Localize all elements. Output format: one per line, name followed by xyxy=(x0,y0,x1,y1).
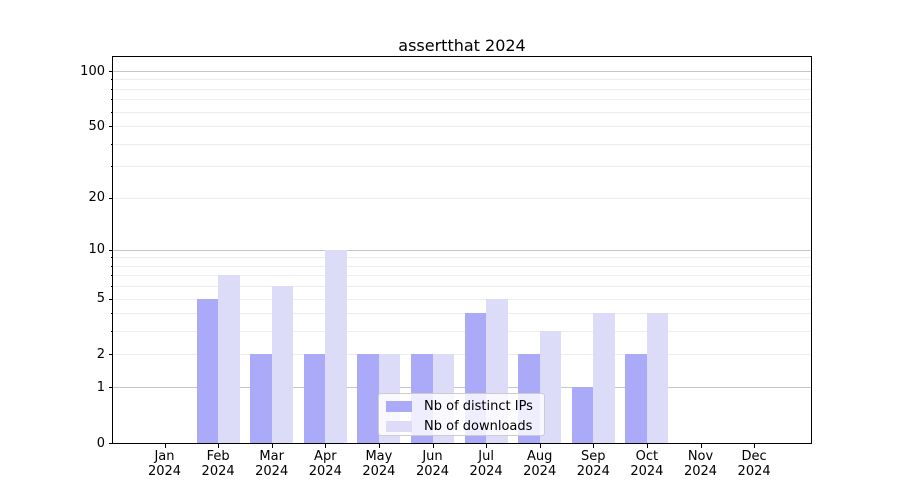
y-tick-label-2: 2 xyxy=(96,346,105,362)
x-tick-dec-2024 xyxy=(754,444,756,448)
y-tick-20 xyxy=(109,197,113,199)
x-tick-sep-2024 xyxy=(593,444,595,448)
gridline-major-1 xyxy=(113,387,811,389)
legend-label-downloads: Nb of downloads xyxy=(424,418,533,434)
gridline-minor-4 xyxy=(113,313,811,315)
gridline-minor-8 xyxy=(113,265,811,267)
gridline-minor-80 xyxy=(113,88,811,90)
bar-nb-of-downloads-sep-2024 xyxy=(593,313,615,443)
gridline-minor-2 xyxy=(113,354,811,356)
y-tick-100 xyxy=(109,71,113,72)
y-minortick-60 xyxy=(111,111,113,113)
y-tick-50 xyxy=(109,126,113,128)
x-tick-jun-2024 xyxy=(432,444,434,448)
bar-nb-of-distinct-ips-oct-2024 xyxy=(625,354,647,443)
x-tick-feb-2024 xyxy=(218,444,220,448)
y-tick-label-10: 10 xyxy=(88,242,105,258)
gridline-minor-70 xyxy=(113,99,811,101)
bar-nb-of-distinct-ips-feb-2024 xyxy=(196,298,219,443)
legend-swatch-downloads xyxy=(386,420,412,432)
y-tick-1 xyxy=(109,387,113,389)
gridline-minor-30 xyxy=(113,166,811,168)
y-minortick-4 xyxy=(111,313,113,315)
legend-entry-downloads: Nb of downloads xyxy=(386,418,532,434)
x-tick-jul-2024 xyxy=(486,444,488,448)
chart-title: assertthat 2024 xyxy=(398,36,526,55)
x-tick-label-jul-2024: Jul 2024 xyxy=(469,449,503,479)
y-tick-5 xyxy=(109,298,113,300)
gridline-minor-5 xyxy=(113,298,811,300)
y-minortick-8 xyxy=(111,265,113,267)
gridline-minor-40 xyxy=(113,143,811,145)
x-tick-label-may-2024: May 2024 xyxy=(362,449,396,479)
gridline-minor-7 xyxy=(113,275,811,277)
x-tick-label-aug-2024: Aug 2024 xyxy=(523,449,557,479)
y-tick-label-1: 1 xyxy=(96,379,105,395)
bar-nb-of-distinct-ips-may-2024 xyxy=(357,354,379,443)
y-tick-0 xyxy=(109,443,113,444)
gridline-minor-20 xyxy=(113,197,811,199)
x-tick-label-oct-2024: Oct 2024 xyxy=(630,449,664,479)
y-tick-label-0: 0 xyxy=(96,435,105,451)
bar-nb-of-downloads-aug-2024 xyxy=(539,331,562,443)
gridline-major-10 xyxy=(113,249,811,251)
gridline-major-100 xyxy=(113,71,811,72)
legend: Nb of distinct IPs Nb of downloads xyxy=(378,393,545,436)
y-minortick-70 xyxy=(111,99,113,101)
gridline-minor-90 xyxy=(113,79,811,81)
x-tick-label-dec-2024: Dec 2024 xyxy=(737,449,771,479)
x-tick-aug-2024 xyxy=(539,444,541,448)
y-tick-label-20: 20 xyxy=(88,190,105,206)
bar-nb-of-downloads-mar-2024 xyxy=(271,286,294,443)
gridline-minor-60 xyxy=(113,111,811,113)
gridline-minor-3 xyxy=(113,331,811,333)
bar-nb-of-distinct-ips-mar-2024 xyxy=(250,354,272,443)
x-tick-label-mar-2024: Mar 2024 xyxy=(255,449,289,479)
x-tick-label-jan-2024: Jan 2024 xyxy=(147,449,182,479)
y-tick-2 xyxy=(109,354,113,356)
y-minortick-3 xyxy=(111,331,113,333)
bar-nb-of-distinct-ips-apr-2024 xyxy=(303,354,326,443)
y-minortick-30 xyxy=(111,166,113,168)
y-tick-10 xyxy=(109,249,113,251)
y-minortick-6 xyxy=(111,286,113,288)
bar-nb-of-downloads-apr-2024 xyxy=(325,249,347,443)
bar-nb-of-downloads-feb-2024 xyxy=(218,275,240,443)
x-tick-label-apr-2024: Apr 2024 xyxy=(308,449,342,479)
y-tick-label-50: 50 xyxy=(88,118,105,134)
x-tick-label-sep-2024: Sep 2024 xyxy=(576,449,610,479)
x-tick-label-jun-2024: Jun 2024 xyxy=(415,449,450,479)
y-minortick-90 xyxy=(111,79,113,81)
bar-nb-of-distinct-ips-sep-2024 xyxy=(571,387,594,443)
gridline-minor-50 xyxy=(113,126,811,128)
bar-nb-of-downloads-oct-2024 xyxy=(646,313,669,443)
legend-swatch-distinct-ips xyxy=(386,400,412,412)
y-minortick-80 xyxy=(111,88,113,90)
x-tick-label-feb-2024: Feb 2024 xyxy=(201,449,235,479)
x-tick-jan-2024 xyxy=(164,444,166,448)
x-tick-nov-2024 xyxy=(700,444,702,448)
y-tick-label-100: 100 xyxy=(80,63,105,79)
x-tick-apr-2024 xyxy=(325,444,327,448)
y-tick-label-5: 5 xyxy=(96,291,105,307)
legend-entry-distinct-ips: Nb of distinct IPs xyxy=(386,398,533,414)
gridline-minor-9 xyxy=(113,257,811,259)
y-minortick-7 xyxy=(111,275,113,277)
x-tick-may-2024 xyxy=(378,444,380,448)
legend-label-distinct-ips: Nb of distinct IPs xyxy=(424,398,533,414)
y-minortick-9 xyxy=(111,257,113,259)
x-tick-oct-2024 xyxy=(646,444,648,448)
x-tick-label-nov-2024: Nov 2024 xyxy=(683,449,718,479)
gridline-minor-6 xyxy=(113,286,811,288)
x-tick-mar-2024 xyxy=(271,444,273,448)
y-minortick-40 xyxy=(111,143,113,145)
